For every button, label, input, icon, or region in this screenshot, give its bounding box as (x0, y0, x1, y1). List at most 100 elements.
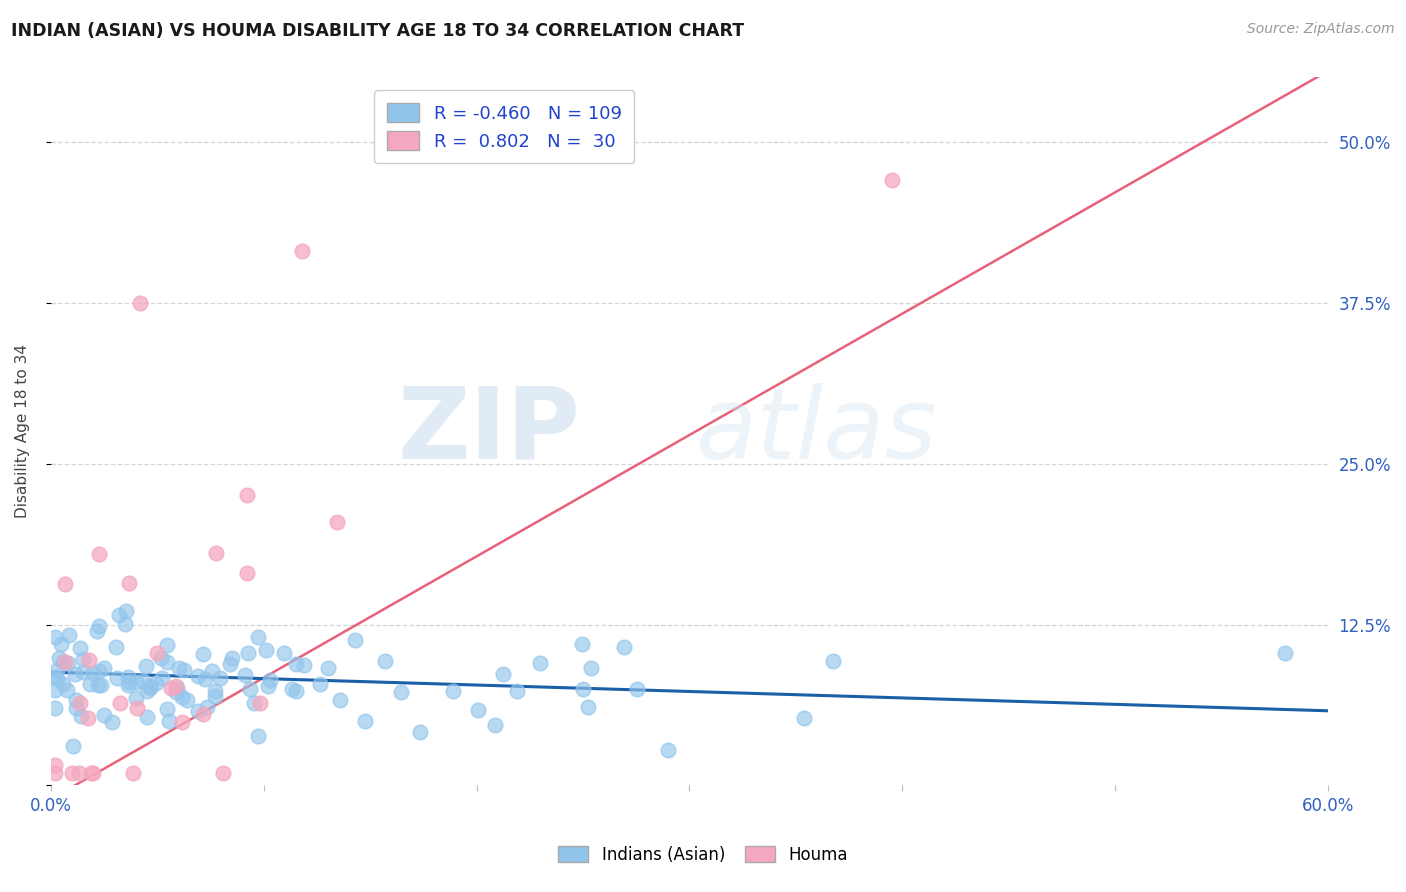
Point (87, 619, 110, 633)
Point (236, 488, 259, 502)
Point (1274, 647, 1296, 661)
Point (344, 633, 367, 648)
Point (236, 566, 259, 580)
Point (221, 651, 243, 665)
Point (191, 647, 214, 661)
Point (122, 765, 145, 780)
Point (239, 682, 262, 697)
Point (132, 674, 155, 689)
Text: Source: ZipAtlas.com: Source: ZipAtlas.com (1247, 22, 1395, 37)
Point (139, 679, 162, 693)
Point (60, 765, 83, 780)
Point (63, 667, 86, 681)
Point (156, 702, 179, 716)
Legend: R = -0.460   N = 109, R =  0.802   N =  30: R = -0.460 N = 109, R = 0.802 N = 30 (374, 90, 634, 163)
Point (156, 655, 179, 669)
Point (52, 655, 75, 669)
Point (72, 665, 94, 679)
Point (48, 651, 70, 665)
Point (173, 663, 195, 677)
Point (193, 706, 215, 721)
Point (93, 661, 115, 675)
Point (55, 683, 77, 698)
Point (65, 701, 87, 715)
Point (67, 765, 90, 780)
Point (821, 654, 844, 668)
Point (53, 655, 76, 669)
Point (165, 679, 187, 693)
Point (118, 575, 141, 590)
Point (149, 650, 172, 665)
Point (506, 683, 529, 698)
Point (69, 641, 91, 656)
Point (247, 630, 270, 644)
Point (135, 684, 157, 698)
Point (246, 729, 269, 743)
Point (204, 690, 226, 704)
Point (441, 684, 464, 698)
Point (77, 653, 100, 667)
Point (107, 671, 129, 685)
Point (187, 705, 209, 719)
Text: ZIP: ZIP (398, 383, 581, 480)
Point (353, 714, 375, 728)
Point (212, 765, 235, 780)
Point (49, 637, 72, 651)
Point (571, 637, 593, 651)
Point (105, 640, 128, 654)
Point (87, 665, 110, 679)
Point (114, 616, 136, 631)
Point (44, 683, 66, 698)
Point (389, 684, 412, 698)
Point (82, 665, 104, 680)
Point (58, 628, 80, 642)
Point (572, 682, 595, 697)
Point (194, 672, 217, 686)
Point (467, 703, 489, 717)
Point (90, 678, 112, 692)
Point (166, 681, 188, 695)
Point (170, 690, 193, 704)
Point (200, 664, 222, 678)
Point (93, 708, 115, 723)
Point (65, 693, 87, 707)
Point (138, 681, 160, 695)
Point (79, 677, 101, 691)
Point (484, 718, 506, 732)
Point (101, 714, 124, 729)
Point (165, 685, 187, 699)
Point (156, 638, 179, 652)
Legend: Indians (Asian), Houma: Indians (Asian), Houma (551, 839, 855, 871)
Point (235, 668, 257, 682)
Point (254, 642, 277, 657)
Point (108, 608, 131, 623)
Point (409, 724, 432, 739)
Point (72, 652, 94, 666)
Point (135, 659, 157, 673)
Point (880, 173, 903, 187)
Point (208, 671, 231, 685)
Point (108, 696, 131, 710)
Point (292, 658, 315, 673)
Point (492, 666, 515, 681)
Point (87, 547, 110, 561)
Text: atlas: atlas (696, 383, 938, 480)
Point (273, 646, 295, 660)
Point (285, 657, 308, 671)
Point (117, 670, 139, 684)
Point (205, 546, 228, 560)
Point (77, 711, 100, 725)
Point (115, 604, 138, 618)
Point (129, 295, 152, 310)
Point (236, 646, 259, 660)
Point (195, 699, 218, 714)
Point (117, 678, 139, 692)
Point (150, 671, 173, 685)
Point (69, 696, 91, 710)
Point (176, 692, 198, 706)
Point (187, 669, 209, 683)
Point (125, 691, 148, 706)
Point (127, 701, 149, 715)
Y-axis label: Disability Age 18 to 34: Disability Age 18 to 34 (15, 344, 30, 518)
Point (62, 739, 84, 753)
